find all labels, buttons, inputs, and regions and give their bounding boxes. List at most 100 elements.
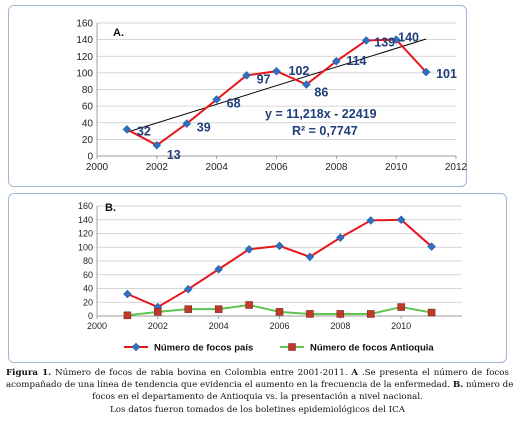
data-point bbox=[361, 36, 371, 45]
x-tick-label: 2000 bbox=[87, 321, 107, 331]
data-point bbox=[427, 242, 436, 251]
x-tick-label: 2002 bbox=[146, 162, 169, 173]
data-point bbox=[366, 216, 376, 225]
data-point bbox=[427, 308, 436, 317]
data-point bbox=[214, 305, 223, 313]
y-tick-label: 100 bbox=[78, 242, 93, 252]
caption-figure-label: Figura 1. bbox=[6, 368, 52, 378]
series-line bbox=[127, 218, 433, 309]
x-tick-label: 2006 bbox=[269, 321, 289, 331]
caption-ref-b: B. bbox=[452, 380, 464, 391]
y-tick-label: 60 bbox=[82, 102, 94, 113]
data-point bbox=[275, 241, 284, 251]
trendline-equation: y = 11,218x - 22419 bbox=[265, 107, 377, 121]
y-tick-label: 40 bbox=[82, 118, 94, 129]
data-point bbox=[391, 35, 401, 44]
y-tick-label: 160 bbox=[76, 19, 93, 30]
x-tick-label: 2010 bbox=[391, 321, 411, 331]
caption-ref-a: A bbox=[351, 368, 359, 378]
legend-label: Número de focos país bbox=[154, 343, 253, 354]
data-point bbox=[421, 67, 431, 77]
y-tick-label: 0 bbox=[88, 311, 93, 321]
data-point bbox=[214, 264, 224, 274]
legend-marker bbox=[288, 343, 296, 351]
data-point bbox=[152, 140, 162, 150]
data-point bbox=[122, 125, 132, 134]
data-label: 140 bbox=[398, 31, 419, 45]
data-point bbox=[275, 308, 284, 316]
data-point bbox=[302, 80, 311, 89]
caption-text-2: acompañado de una línea de tendencia que… bbox=[6, 380, 453, 391]
data-point bbox=[397, 303, 405, 311]
panel-label: B. bbox=[105, 202, 116, 214]
legend-marker bbox=[131, 342, 141, 352]
chart-panel-a bbox=[8, 5, 467, 187]
x-tick-label: 2012 bbox=[445, 162, 468, 173]
x-tick-label: 2004 bbox=[206, 162, 229, 173]
caption-text-1: Número de focos de rabia bovina en Colom… bbox=[51, 368, 352, 378]
chart-panel-b bbox=[8, 193, 507, 363]
caption-line-2: acompañado de una línea de tendencia que… bbox=[6, 379, 513, 391]
data-label: 139 bbox=[374, 35, 395, 49]
x-tick-label: 2008 bbox=[325, 162, 348, 173]
data-point bbox=[244, 244, 254, 254]
data-label: 13 bbox=[167, 148, 181, 162]
x-tick-label: 2008 bbox=[330, 321, 350, 331]
trendline bbox=[126, 38, 427, 133]
x-tick-label: 2010 bbox=[385, 162, 408, 173]
data-label: 114 bbox=[346, 54, 366, 68]
data-point bbox=[183, 284, 193, 294]
data-point bbox=[184, 305, 192, 313]
caption-text-2-end: número de bbox=[463, 380, 514, 391]
data-point bbox=[245, 301, 253, 309]
data-point bbox=[272, 66, 281, 76]
y-tick-label: 80 bbox=[82, 85, 94, 96]
data-point bbox=[335, 233, 345, 242]
data-point bbox=[182, 119, 192, 128]
data-point bbox=[305, 252, 315, 262]
y-tick-label: 120 bbox=[78, 229, 93, 239]
y-tick-label: 100 bbox=[76, 68, 93, 79]
data-point bbox=[367, 310, 375, 318]
y-tick-label: 80 bbox=[83, 256, 93, 266]
data-label: 102 bbox=[289, 64, 310, 78]
caption-line-4: Los datos fueron tomados de los boletine… bbox=[109, 404, 406, 415]
data-label: 97 bbox=[257, 72, 271, 86]
data-point bbox=[123, 311, 132, 320]
x-tick-label: 2004 bbox=[209, 321, 229, 331]
data-point bbox=[306, 310, 314, 318]
trendline-r-squared: R² = 0,7747 bbox=[292, 124, 358, 138]
data-label: 39 bbox=[197, 121, 211, 135]
y-tick-label: 120 bbox=[76, 52, 93, 63]
data-label: 68 bbox=[227, 96, 241, 110]
data-point bbox=[396, 215, 406, 225]
y-tick-label: 20 bbox=[83, 297, 93, 307]
y-tick-label: 60 bbox=[83, 270, 93, 280]
figure-caption: Figura 1. Número de focos de rabia bovin… bbox=[6, 367, 513, 416]
y-tick-label: 20 bbox=[82, 135, 94, 146]
panel-label: A. bbox=[113, 27, 124, 39]
y-tick-label: 160 bbox=[78, 201, 93, 211]
y-tick-label: 40 bbox=[83, 284, 93, 294]
y-tick-label: 0 bbox=[87, 152, 93, 163]
caption-text-1-end: .Se presenta el número de focos bbox=[358, 368, 509, 378]
x-tick-label: 2006 bbox=[265, 162, 288, 173]
data-point bbox=[154, 308, 162, 316]
y-tick-label: 140 bbox=[78, 215, 93, 225]
data-label: 101 bbox=[436, 67, 457, 81]
y-tick-label: 140 bbox=[76, 35, 93, 46]
caption-line-3: focos en el departamento de Antioquia vs… bbox=[92, 392, 423, 403]
legend-label: Número de focos Antioquia bbox=[310, 343, 434, 354]
x-tick-label: 2000 bbox=[86, 162, 109, 173]
data-label: 32 bbox=[137, 124, 151, 138]
series-line bbox=[126, 38, 427, 147]
data-label: 86 bbox=[314, 86, 328, 100]
caption-line-1: Figura 1. Número de focos de rabia bovin… bbox=[6, 367, 509, 379]
data-point bbox=[123, 289, 132, 299]
data-point bbox=[212, 95, 222, 104]
data-point bbox=[336, 310, 345, 318]
x-tick-label: 2002 bbox=[148, 321, 168, 331]
data-point bbox=[331, 56, 341, 66]
data-point bbox=[242, 71, 251, 80]
